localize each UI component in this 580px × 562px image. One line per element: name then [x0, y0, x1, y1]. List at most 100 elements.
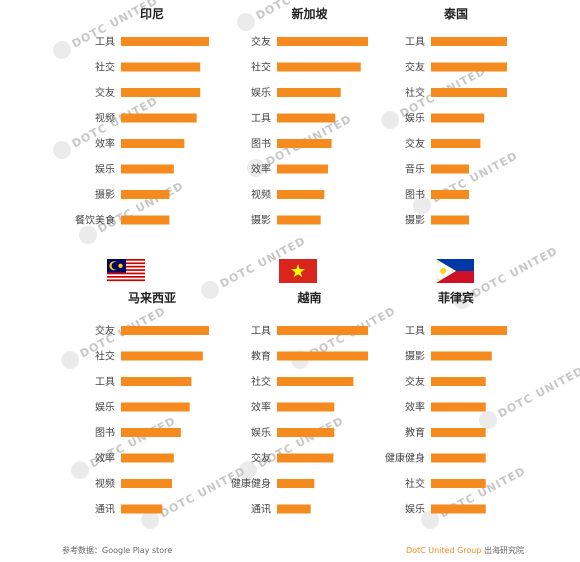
- watermark-logo: DOTC UNITED: [71, 414, 178, 479]
- category-label: 交友: [405, 61, 425, 74]
- watermark-logo: DOTC UNITED: [53, 94, 160, 159]
- bar: [121, 326, 209, 335]
- bar: [431, 164, 469, 174]
- bar: [431, 377, 486, 386]
- bar: [431, 62, 507, 72]
- bar: [431, 190, 469, 199]
- watermark-logo: DOTC UNITED: [239, 414, 346, 479]
- category-label: 社交: [95, 61, 115, 74]
- bar: [277, 377, 354, 386]
- watermark-logo: DOTC UNITED: [479, 364, 580, 429]
- bar: [277, 113, 336, 123]
- category-label: 健康健身: [231, 477, 271, 490]
- source-note: 参考数据：Google Play store: [62, 546, 173, 555]
- bar: [121, 351, 203, 361]
- category-label: 交友: [251, 35, 271, 48]
- svg-text:DOTC UNITED: DOTC UNITED: [158, 464, 248, 520]
- bar: [277, 504, 311, 514]
- category-label: 娱乐: [95, 401, 115, 414]
- bar: [431, 37, 507, 46]
- bar: [121, 37, 209, 46]
- category-label: 视频: [95, 112, 115, 125]
- category-label: 效率: [405, 401, 425, 414]
- bar: [277, 37, 368, 46]
- bar: [431, 88, 507, 97]
- bar: [431, 215, 469, 225]
- category-label: 社交: [251, 61, 271, 74]
- bar: [121, 453, 174, 463]
- panel-title: 印尼: [140, 7, 164, 21]
- category-label: 通讯: [251, 504, 271, 516]
- watermark-logo: DOTC UNITED: [237, 0, 344, 31]
- watermark-logo: DOTC UNITED: [291, 304, 398, 369]
- bar: [277, 215, 321, 225]
- category-label: 摄影: [251, 214, 271, 227]
- bar: [121, 88, 201, 97]
- category-label: 视频: [95, 477, 115, 490]
- brand-name: DotC United Group: [405, 546, 482, 555]
- bar: [277, 326, 368, 335]
- vietnam-flag-icon: [279, 259, 317, 283]
- category-label: 摄影: [95, 188, 115, 201]
- bar: [277, 351, 368, 361]
- bar: [121, 139, 185, 148]
- footer-credit: DotC United Group 出海研究院: [406, 545, 524, 556]
- bar: [121, 62, 201, 72]
- category-label: 教育: [251, 350, 271, 363]
- category-label: 工具: [405, 36, 425, 48]
- bar: [121, 479, 173, 488]
- category-label: 交友: [405, 137, 425, 150]
- bar: [277, 62, 361, 72]
- category-label: 工具: [405, 325, 425, 337]
- bar: [121, 428, 181, 437]
- category-label: 视频: [251, 188, 271, 201]
- watermark-logo: DOTC UNITED: [141, 464, 248, 529]
- category-label: 社交: [95, 350, 115, 363]
- panel-title: 泰国: [443, 6, 468, 21]
- bar: [277, 190, 325, 199]
- svg-text:DOTC UNITED: DOTC UNITED: [96, 179, 186, 235]
- category-label: 娱乐: [95, 163, 115, 176]
- category-label: 图书: [251, 138, 271, 150]
- category-label: 摄影: [405, 214, 425, 227]
- panel-title: 菲律宾: [438, 290, 474, 305]
- bar: [121, 215, 170, 225]
- category-label: 社交: [251, 375, 271, 388]
- bar: [277, 479, 315, 488]
- bar: [431, 351, 492, 361]
- bar: [431, 453, 486, 463]
- category-label: 工具: [95, 36, 115, 48]
- bar: [121, 402, 190, 412]
- category-label: 工具: [251, 325, 271, 337]
- malaysia-flag-icon: [107, 259, 145, 283]
- category-label: 交友: [95, 324, 115, 337]
- panel-title: 越南: [296, 290, 321, 305]
- bar: [431, 113, 485, 123]
- category-label: 娱乐: [251, 426, 271, 439]
- category-label: 教育: [405, 426, 425, 439]
- bar: [277, 139, 332, 148]
- category-label: 社交: [405, 477, 425, 490]
- bar: [277, 164, 328, 174]
- category-label: 工具: [95, 376, 115, 388]
- bar: [431, 479, 486, 488]
- bar: [277, 402, 335, 412]
- watermark-logo: DOTC UNITED: [413, 149, 520, 214]
- bar: [431, 402, 486, 412]
- bar: [277, 428, 335, 437]
- category-label: 图书: [405, 189, 425, 201]
- category-label: 效率: [251, 401, 271, 414]
- bar: [121, 164, 174, 174]
- panel-title: 新加坡: [291, 6, 328, 21]
- category-label: 娱乐: [405, 112, 425, 125]
- category-label: 图书: [95, 427, 115, 439]
- category-label: 效率: [95, 452, 115, 465]
- watermark-logo: DOTC UNITED: [79, 179, 186, 244]
- category-label: 娱乐: [405, 503, 425, 516]
- category-label: 娱乐: [251, 86, 271, 99]
- svg-text:DOTC UNITED: DOTC UNITED: [470, 244, 560, 300]
- watermark-logo: DOTC UNITED: [421, 464, 528, 529]
